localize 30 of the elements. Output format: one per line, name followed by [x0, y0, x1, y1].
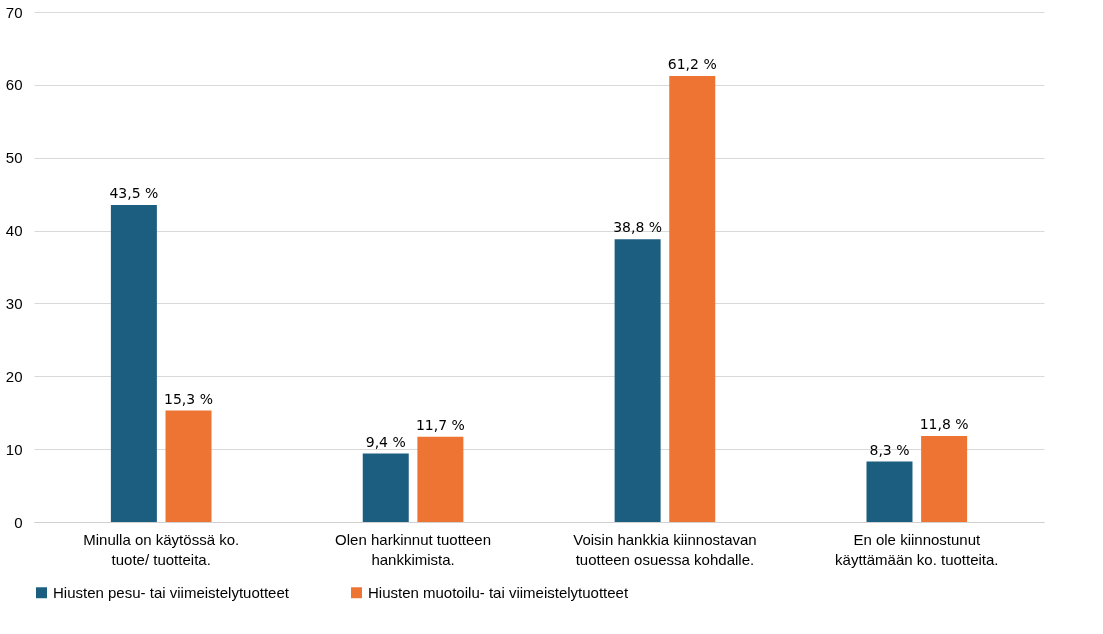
- y-tick-label: 70: [5, 3, 23, 21]
- data-label: 38,8 %: [613, 219, 663, 236]
- data-label: 43,5 %: [109, 185, 159, 202]
- bar: [866, 461, 913, 522]
- x-tick-label: Voisin hankkia kiinnostavan tuotteen osuessa kohdalle.: [573, 530, 757, 568]
- y-tick-label: 60: [5, 76, 23, 94]
- x-tick-label: Minulla on käytössä ko. tuote/ tuotteita.: [83, 530, 240, 568]
- bar: [417, 436, 464, 522]
- y-tick-label: 30: [5, 294, 23, 312]
- data-label: 8,3 %: [869, 441, 910, 458]
- y-tick-label: 40: [5, 222, 23, 240]
- bar: [921, 436, 968, 522]
- data-label: 11,7 %: [415, 416, 465, 433]
- data-label: 9,4 %: [365, 433, 406, 450]
- data-label: 15,3 %: [164, 390, 213, 407]
- bar: [614, 239, 661, 522]
- y-tick-label: 0: [14, 513, 23, 531]
- x-tick-label: En ole kiinnostunut käyttämään ko. tuotteita.: [835, 530, 999, 568]
- x-tick-label: Olen harkinnut tuotteen hankkimista.: [335, 530, 492, 568]
- bar: [110, 205, 157, 522]
- y-tick-label: 10: [5, 440, 23, 458]
- legend-label: Hiusten pesu- tai viimeistelytuotteet: [53, 583, 290, 601]
- data-label: 61,2 %: [667, 56, 717, 73]
- legend-label: Hiusten muotoilu- tai viimeistelytuotteet: [368, 583, 629, 601]
- bar: [669, 76, 716, 522]
- bar: [165, 410, 212, 522]
- y-tick-label: 20: [5, 367, 23, 385]
- bar: [362, 453, 409, 522]
- data-label: 11,8 %: [919, 416, 969, 433]
- y-tick-label: 50: [5, 149, 23, 167]
